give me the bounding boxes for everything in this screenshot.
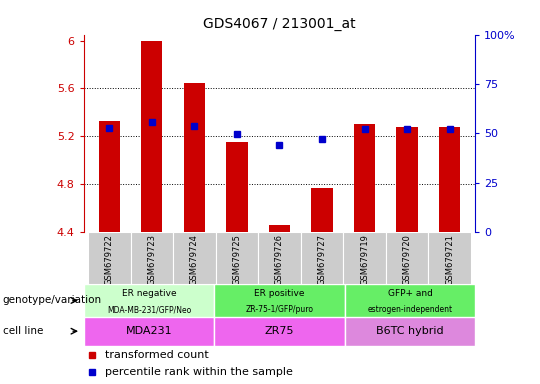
Text: ER negative: ER negative xyxy=(122,289,176,298)
Text: GSM679720: GSM679720 xyxy=(403,234,411,285)
Text: ZR75: ZR75 xyxy=(265,326,294,336)
Text: GSM679726: GSM679726 xyxy=(275,234,284,285)
Bar xyxy=(345,317,475,346)
Bar xyxy=(173,232,215,284)
Bar xyxy=(439,127,460,232)
Text: GSM679721: GSM679721 xyxy=(445,234,454,285)
Bar xyxy=(258,232,301,284)
Bar xyxy=(214,317,345,346)
Text: MDA231: MDA231 xyxy=(126,326,172,336)
Bar xyxy=(312,188,333,232)
Bar xyxy=(428,232,471,284)
Text: percentile rank within the sample: percentile rank within the sample xyxy=(105,366,293,377)
Text: genotype/variation: genotype/variation xyxy=(3,295,102,306)
Text: GSM679725: GSM679725 xyxy=(232,234,241,285)
Title: GDS4067 / 213001_at: GDS4067 / 213001_at xyxy=(203,17,356,31)
Bar xyxy=(131,232,173,284)
Bar xyxy=(215,232,258,284)
Text: cell line: cell line xyxy=(3,326,43,336)
Text: estrogen-independent: estrogen-independent xyxy=(367,305,453,314)
Text: ER positive: ER positive xyxy=(254,289,305,298)
Bar xyxy=(301,232,343,284)
Text: GSM679724: GSM679724 xyxy=(190,234,199,285)
Bar xyxy=(396,127,418,232)
Bar xyxy=(84,317,214,346)
Text: transformed count: transformed count xyxy=(105,350,209,360)
Text: ZR-75-1/GFP/puro: ZR-75-1/GFP/puro xyxy=(246,305,313,314)
Text: GSM679719: GSM679719 xyxy=(360,234,369,285)
Bar xyxy=(184,83,205,232)
Bar xyxy=(354,124,375,232)
Text: MDA-MB-231/GFP/Neo: MDA-MB-231/GFP/Neo xyxy=(107,305,191,314)
Bar xyxy=(99,121,120,232)
Bar xyxy=(214,284,345,317)
Bar xyxy=(269,225,290,232)
Bar xyxy=(345,284,475,317)
Bar xyxy=(141,41,163,232)
Bar xyxy=(88,232,131,284)
Bar xyxy=(386,232,428,284)
Text: GSM679727: GSM679727 xyxy=(318,234,327,285)
Text: GFP+ and: GFP+ and xyxy=(388,289,433,298)
Bar xyxy=(84,284,214,317)
Bar xyxy=(226,142,247,232)
Bar xyxy=(343,232,386,284)
Text: GSM679723: GSM679723 xyxy=(147,234,156,285)
Text: B6TC hybrid: B6TC hybrid xyxy=(376,326,444,336)
Text: GSM679722: GSM679722 xyxy=(105,234,114,285)
